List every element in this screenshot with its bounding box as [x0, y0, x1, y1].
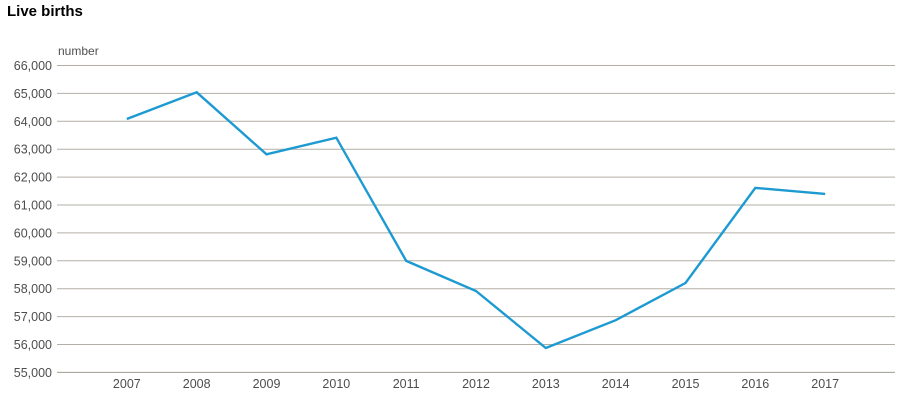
x-tick-label: 2011 [393, 377, 420, 391]
y-tick-label: 66,000 [14, 59, 52, 73]
x-tick-label: 2008 [183, 377, 211, 391]
x-tick-label: 2010 [322, 377, 350, 391]
y-tick-label: 62,000 [14, 171, 52, 185]
y-tick-label: 55,000 [14, 366, 52, 380]
x-tick-label: 2007 [113, 377, 141, 391]
x-tick-label: 2016 [741, 377, 769, 391]
y-tick-label: 58,000 [14, 282, 52, 296]
y-tick-label: 63,000 [14, 143, 52, 157]
x-tick-label: 2014 [602, 377, 630, 391]
chart-title: Live births [7, 3, 83, 20]
y-tick-label: 56,000 [14, 338, 52, 352]
y-tick-label: 59,000 [14, 254, 52, 268]
x-tick-label: 2009 [253, 377, 281, 391]
y-axis-unit-label: number [58, 44, 99, 58]
y-tick-label: 64,000 [14, 115, 52, 129]
y-tick-label: 57,000 [14, 310, 52, 324]
x-tick-label: 2013 [532, 377, 560, 391]
y-tick-label: 65,000 [14, 87, 52, 101]
data-line [126, 90, 826, 350]
x-tick-label: 2017 [811, 377, 839, 391]
y-tick-label: 61,000 [14, 199, 52, 213]
x-tick-label: 2012 [462, 377, 490, 391]
y-tick-label: 60,000 [14, 226, 52, 240]
x-tick-label: 2015 [672, 377, 700, 391]
